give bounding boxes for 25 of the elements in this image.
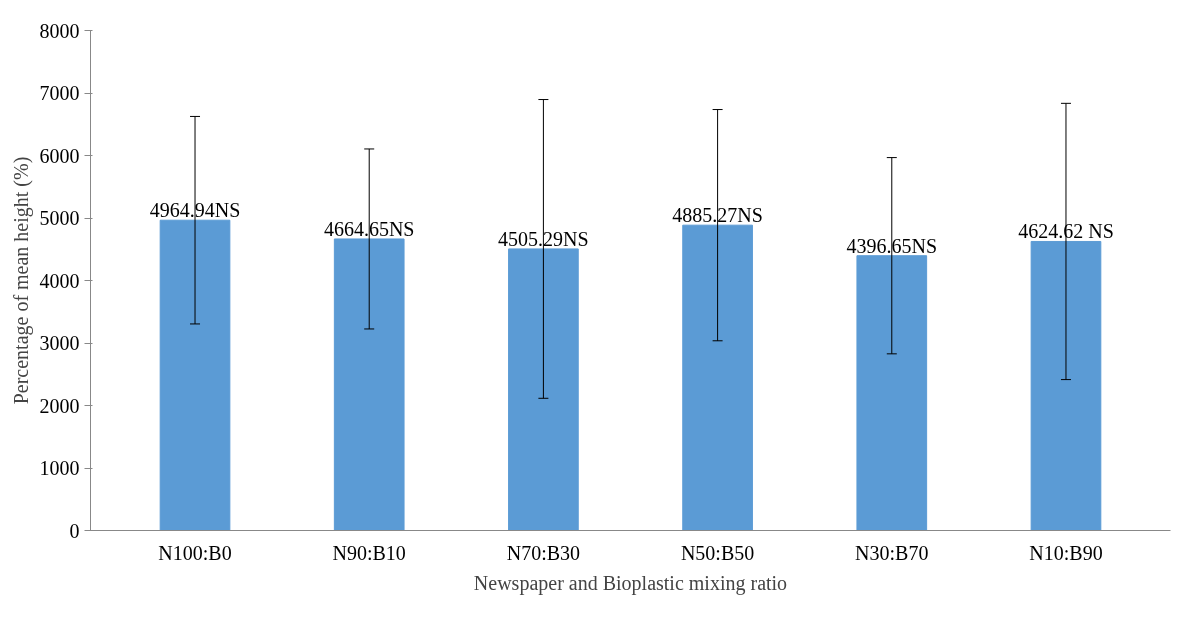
bar: [508, 248, 579, 531]
data-label: 4624.62 NS: [1018, 220, 1114, 243]
y-tick-label: 6000: [39, 144, 80, 167]
x-tick-label: N10:B90: [1029, 541, 1103, 564]
x-tick-label: N90:B10: [332, 541, 406, 564]
bar: [856, 255, 928, 531]
y-axis-title: Percentage of mean height (%): [9, 156, 33, 405]
bar: [333, 238, 405, 531]
y-tick-label: 7000: [39, 82, 80, 104]
bar: [682, 224, 753, 531]
y-tick-label: 1000: [39, 457, 80, 479]
y-tick-label: 0: [69, 519, 80, 542]
bar: [1030, 240, 1102, 531]
bar: [159, 219, 231, 531]
y-tick-label: 5000: [39, 207, 80, 229]
x-axis-title: Newspaper and Bioplastic mixing ratio: [473, 571, 788, 595]
y-tick-label: 8000: [39, 19, 80, 42]
data-label: 4964.94NS: [149, 199, 241, 222]
x-tick-label: N100:B0: [158, 541, 232, 564]
x-tick-label: N30:B70: [855, 541, 929, 564]
y-tick-label: 2000: [39, 394, 80, 417]
y-tick-label: 3000: [39, 332, 80, 354]
x-tick-label: N70:B30: [506, 541, 581, 564]
y-tick-label: 4000: [39, 269, 80, 292]
x-tick-label: N50:B50: [680, 541, 755, 564]
